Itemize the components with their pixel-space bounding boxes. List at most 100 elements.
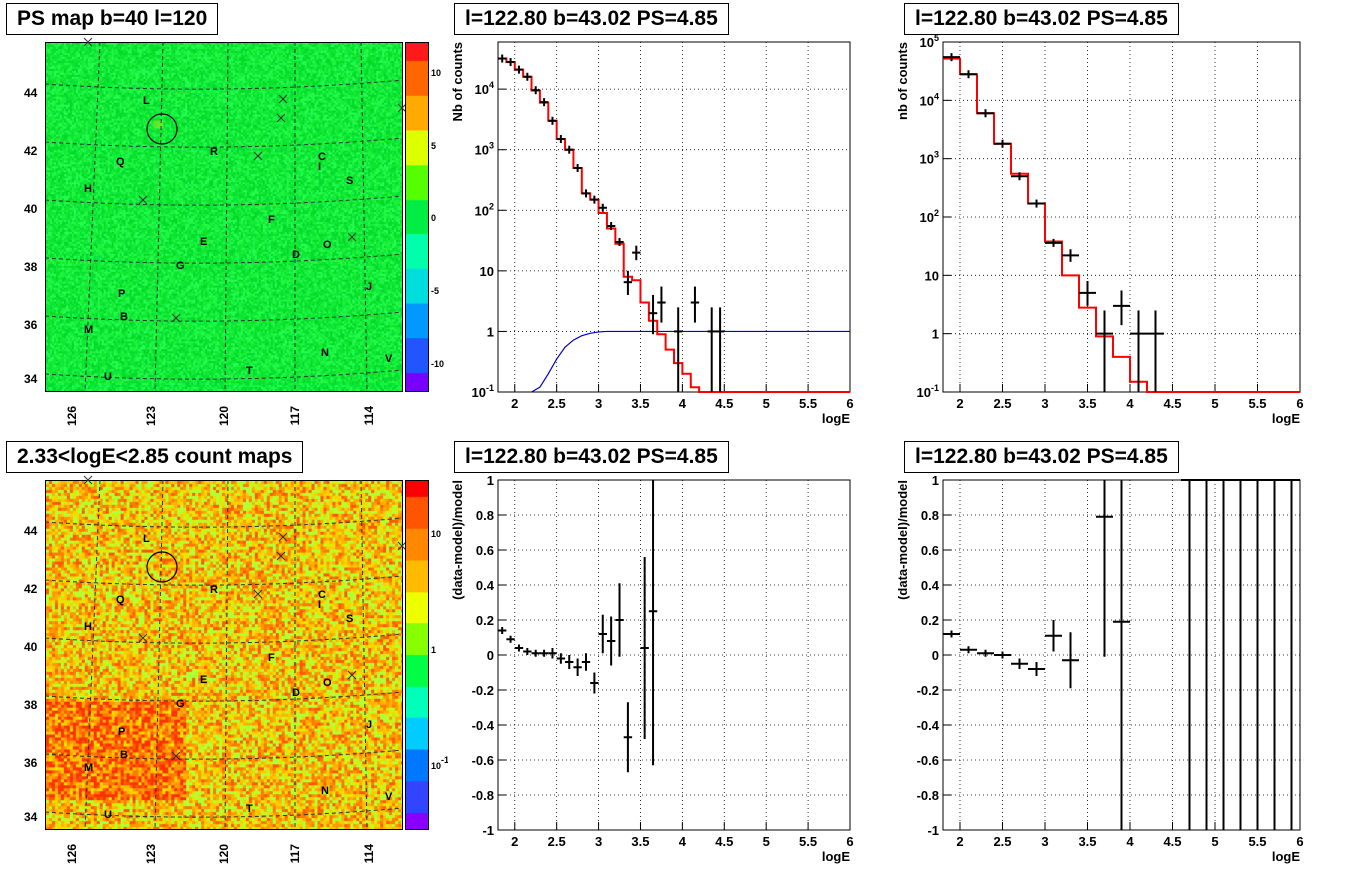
countmap-source-marker [171,751,181,761]
countmap-source-marker [397,541,407,551]
countmap-lon-line [360,479,368,831]
psmap-ps-circle [146,113,178,145]
spec2-chart: 2 2.5 3 3.5 4 4.5 5 5.5 6 10-1 1 10 102 103 104 105 logE… [898,33,1304,426]
res2-ytick-label: -0.6 [917,753,939,768]
spec1-ytick-label: 103 [475,141,494,158]
countmap-lat-tick-label: 44 [24,524,38,538]
res2-xtick-label: 6 [1296,834,1303,849]
res1-chart: 2 2.5 3 3.5 4 4.5 5 5.5 6 1 0.8 0.6 0.4 0.2 0 -0.2 -0.4 -… [450,473,854,864]
psmap-source-label: M [84,324,93,336]
countmap-source-label: L [143,533,150,545]
res2-xtick-label: 3 [1041,834,1048,849]
countmap-lon-tick-label: 126 [65,844,79,864]
spec2-xtick-label: 5 [1211,396,1218,411]
psmap-lon-line [84,41,101,393]
psmap-lon-tick-label: 114 [362,406,376,426]
spec1-xtick-label: 2.5 [548,396,566,411]
res2-ytick-label: -0.4 [917,718,940,733]
countmap-overlay: 44 42 40 38 36 34 126 123 120 117 114 L R CI Q H S F E D O G J… [24,475,448,864]
psmap-lat-line [44,195,404,206]
countmap-source-marker [276,551,286,561]
res2-title: l=122.80 b=43.02 PS=4.85 [904,441,1179,473]
res1-xtick-label: 6 [846,834,853,849]
psmap-source-marker [253,151,263,161]
countmap-source-label: J [366,719,372,731]
res2-xtick-label: 5 [1211,834,1218,849]
psmap-source-marker [138,195,148,205]
res1-ytick-label: -1 [482,823,494,838]
psmap-lat-line [44,369,404,380]
countmap-lat-line [44,691,404,702]
res2-ytick-label: 0 [932,648,939,663]
countmap-source-label: B [120,749,128,761]
psmap-source-marker [171,313,181,323]
psmap-source-marker [83,37,93,47]
countmap-source-label: R [210,584,218,596]
countmap-source-label: S [346,613,353,625]
spec1-xlabel: logE [822,411,850,426]
res2-ytick-label: 0.4 [921,578,940,593]
psmap-source-label: N [321,347,329,359]
psmap-source-label: E [200,236,207,248]
countmap-source-marker [347,670,357,680]
spec2-ytick-label: 10-1 [917,383,939,400]
countmap-source-label: Q [116,594,125,606]
psmap-lon-line [360,41,368,393]
spec1-xtick-label: 2 [511,396,518,411]
spec1-xtick-label: 3 [595,396,602,411]
res2-ytick-label: 0.6 [921,543,939,558]
countmap-source-label: H [84,621,92,633]
countmap-lon-tick-label: 123 [144,844,158,864]
psmap-cbar-tick-label: -10 [431,359,444,369]
spec1-ytick-label: 10 [480,264,494,279]
res1-xtick-label: 5.5 [799,834,817,849]
spec2-xtick-label: 4 [1126,396,1134,411]
psmap-cbar-tick-label: 10 [431,68,441,78]
psmap-overlay: 44 42 40 38 36 34 126 123 120 117 114 L R CI Q H S F E D O G J… [24,37,444,426]
res1-ytick-label: 0.2 [476,613,494,628]
countmap-source-marker [83,475,93,485]
res2-ytick-label: -0.2 [917,683,939,698]
countmap-source-label: F [268,652,275,664]
spec2-xtick-label: 3.5 [1078,396,1096,411]
countmap-lat-tick-label: 40 [24,640,38,654]
psmap-lon-tick-label: 123 [144,406,158,426]
res2-xlabel: logE [1272,849,1300,864]
spec2-plot-area [943,42,1300,392]
spec1-plot-area [498,42,850,392]
psmap-lon-line [224,41,229,393]
spec1-ylabel: Nb of counts [450,42,465,121]
spec1-ytick-label: 10-1 [472,383,494,400]
spec2-ylabel: nb of counts [898,42,910,120]
spec2-xlabel: logE [1272,411,1300,426]
psmap-source-label: T [246,365,253,377]
psmap-lon-tick-label: 126 [65,406,79,426]
res1-xtick-label: 2.5 [548,834,566,849]
res2-xtick-label: 5.5 [1248,834,1266,849]
psmap-source-label: V [385,353,393,365]
spec1-ytick-label: 104 [475,80,494,97]
psmap-source-label: B [120,311,128,323]
spec2-xtick-label: 3 [1041,396,1048,411]
spec1-ytick-label: 102 [475,201,494,218]
countmap-source-marker [253,589,263,599]
spec2-ytick-label: 103 [920,150,939,167]
psmap-source-marker [276,113,286,123]
countmap-colorbar [405,480,429,830]
res1-xtick-label: 3.5 [631,834,649,849]
psmap-cbar-tick-label: 0 [431,213,436,223]
res1-ytick-label: 0.8 [476,508,494,523]
countmap-source-label: I [318,599,321,611]
psmap-lon-tick-label: 120 [217,406,231,426]
countmap-source-label: U [104,809,112,821]
res2-xtick-label: 2.5 [993,834,1011,849]
res2-ytick-label: -0.8 [917,788,939,803]
spec2-xtick-label: 6 [1296,396,1303,411]
res2-ytick-label: 0.8 [921,508,939,523]
spec2-title: l=122.80 b=43.02 PS=4.85 [904,3,1179,35]
countmap-heatmap [45,480,403,830]
countmap-lat-line [44,807,404,818]
res1-ytick-label: -0.6 [472,753,494,768]
countmap-source-label: G [176,698,185,710]
psmap-source-label: Q [116,156,125,168]
